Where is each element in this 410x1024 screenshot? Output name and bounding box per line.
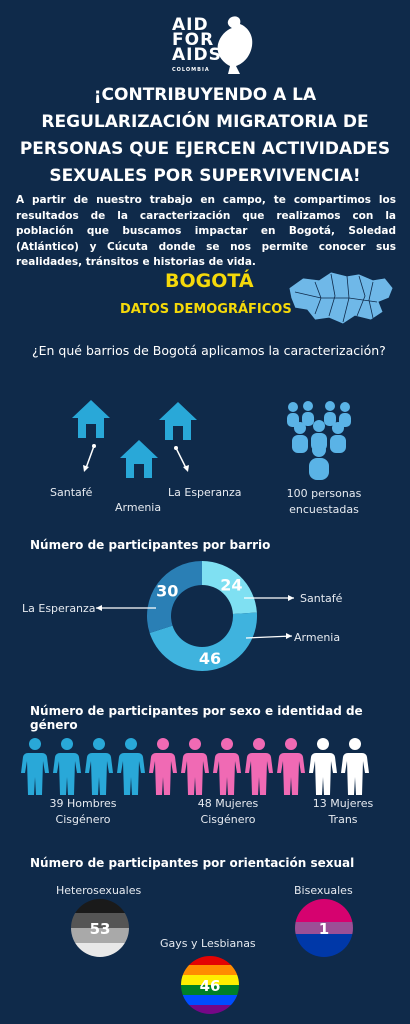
label-santafe: Santafé bbox=[50, 486, 93, 499]
orientation-label-bi: Bisexuales bbox=[294, 884, 353, 897]
donut-slice-1 bbox=[149, 612, 257, 671]
person-icon-1 bbox=[245, 738, 273, 795]
city-title: BOGOTÁ bbox=[165, 270, 254, 292]
person-icon-0 bbox=[117, 738, 145, 795]
logo-line-3: AIDS bbox=[172, 45, 222, 65]
house-icon bbox=[120, 440, 158, 478]
person-icon-0 bbox=[21, 738, 49, 795]
chart-title-orientation: Número de participantes por orientación … bbox=[30, 856, 355, 870]
surveyed-line-1: 100 personas bbox=[286, 487, 362, 500]
gender-label-women-line-2: Cisgénero bbox=[200, 813, 256, 826]
donut-value-1: 46 bbox=[199, 649, 221, 668]
gender-label-trans: 13 Mujeres Trans bbox=[298, 796, 388, 828]
hetero-flag-badge: 53 bbox=[71, 899, 129, 957]
donut-label-la-esperanza: La Esperanza bbox=[22, 602, 96, 615]
house-icon bbox=[72, 400, 110, 438]
donut-slice-0 bbox=[202, 561, 257, 615]
gender-label-men-line-2: Cisgénero bbox=[55, 813, 111, 826]
orientation-label-gay: Gays y Lesbianas bbox=[160, 937, 256, 950]
rainbow-flag-badge: 46 bbox=[181, 956, 239, 1014]
label-armenia: Armenia bbox=[115, 501, 162, 514]
surveyed-count: 100 personas encuestadas bbox=[272, 486, 376, 518]
gender-label-women-line-1: 48 Mujeres bbox=[197, 797, 259, 810]
hetero-value: 53 bbox=[90, 920, 111, 938]
gender-label-trans-line-2: Trans bbox=[328, 813, 358, 826]
person-icon-1 bbox=[181, 738, 209, 795]
logo-line-1: AID bbox=[172, 15, 209, 35]
bi-value: 1 bbox=[319, 920, 329, 938]
donut-label-santafe: Santafé bbox=[300, 592, 343, 605]
gender-label-men-line-1: 39 Hombres bbox=[49, 797, 117, 810]
label-la-esperanza: La Esperanza bbox=[168, 486, 242, 499]
gender-label-women: 48 Mujeres Cisgénero bbox=[183, 796, 273, 828]
donut-label-armenia: Armenia bbox=[294, 631, 341, 644]
person-icon-1 bbox=[149, 738, 177, 795]
chart-title-barrio: Número de participantes por barrio bbox=[30, 538, 271, 552]
headline: ¡CONTRIBUYENDO A LA REGULARIZACIÓN MIGRA… bbox=[19, 85, 391, 186]
bi-flag-badge: 1 bbox=[295, 899, 353, 957]
pointer-arrows bbox=[83, 444, 189, 472]
house-icon bbox=[159, 402, 197, 440]
bogota-map-icon bbox=[288, 271, 394, 325]
dove-icon bbox=[217, 16, 253, 74]
donut-arrows bbox=[96, 595, 294, 639]
surveyed-line-2: encuestadas bbox=[289, 503, 359, 516]
neighborhoods-question: ¿En qué barrios de Bogotá aplicamos la c… bbox=[32, 343, 386, 358]
person-icon-1 bbox=[277, 738, 305, 795]
barrio-donut-chart: 24 46 30 bbox=[147, 561, 257, 671]
aid-for-aids-logo: AID FOR AIDS COLOMBIA bbox=[168, 8, 258, 84]
person-icon-2 bbox=[309, 738, 337, 795]
donut-value-0: 24 bbox=[220, 576, 242, 595]
logo-line-2: FOR bbox=[172, 30, 215, 50]
gay-value: 46 bbox=[200, 977, 221, 995]
person-icon-0 bbox=[85, 738, 113, 795]
logo-sub: COLOMBIA bbox=[172, 67, 210, 73]
section-subtitle: DATOS DEMOGRÁFICOS bbox=[120, 302, 292, 317]
person-icon-2 bbox=[341, 738, 369, 795]
gender-label-trans-line-1: 13 Mujeres bbox=[312, 797, 374, 810]
chart-title-gender: Número de participantes por sexo e ident… bbox=[30, 704, 363, 732]
group-people-icon bbox=[287, 401, 351, 480]
orientation-label-hetero: Heterosexuales bbox=[56, 884, 142, 897]
person-icon-1 bbox=[213, 738, 241, 795]
donut-slice-2 bbox=[147, 561, 202, 633]
person-icon-0 bbox=[53, 738, 81, 795]
gender-label-men: 39 Hombres Cisgénero bbox=[38, 796, 128, 828]
donut-value-2: 30 bbox=[156, 582, 178, 601]
intro-paragraph: A partir de nuestro trabajo en campo, te… bbox=[16, 194, 396, 268]
gender-people-chart bbox=[21, 738, 369, 795]
